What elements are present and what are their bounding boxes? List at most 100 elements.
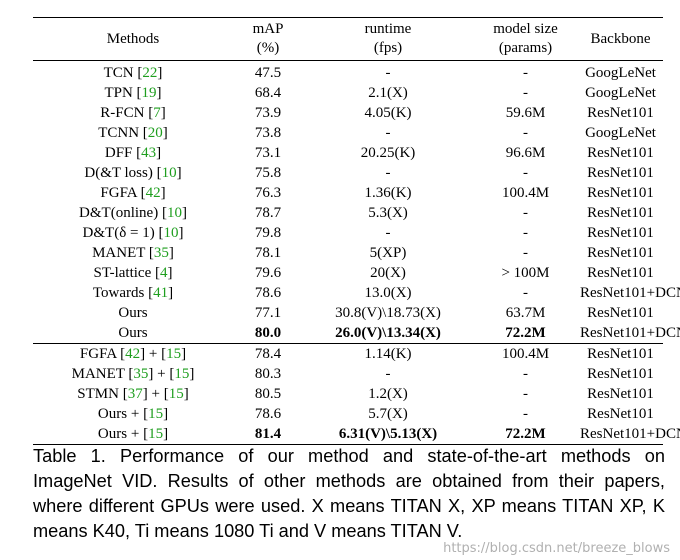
table-row: MANET [35] + [15] 80.3 - - ResNet101 bbox=[33, 364, 663, 384]
backbone-cell: ResNet101 bbox=[578, 263, 663, 283]
runtime-value: - bbox=[385, 225, 391, 241]
map-cell: 80.0 bbox=[233, 323, 303, 344]
table-caption: Table 1. Performance of our method and s… bbox=[33, 446, 665, 541]
method-cell: D(&T loss) [10] bbox=[84, 165, 182, 181]
backbone-value: GoogLeNet bbox=[585, 125, 656, 141]
method-name: FGFA bbox=[79, 346, 117, 362]
citation-link: 15 bbox=[166, 346, 182, 362]
backbone-cell: GoogLeNet bbox=[578, 61, 663, 84]
method-cell: Ours + [15] bbox=[97, 406, 169, 422]
method-cell: D&T(online) [10] bbox=[79, 205, 187, 221]
header-runtime: runtime (fps) bbox=[364, 21, 412, 56]
runtime-value: 1.36(K) bbox=[364, 185, 412, 201]
map-cell: 78.6 bbox=[233, 404, 303, 424]
size-value: 100.4M bbox=[501, 185, 550, 201]
map-cell: 79.6 bbox=[233, 263, 303, 283]
runtime-cell: - bbox=[303, 364, 473, 384]
citation-link: 43 bbox=[141, 145, 157, 161]
header-model-size: model size (params) bbox=[493, 21, 558, 56]
backbone-cell: ResNet101 bbox=[578, 243, 663, 263]
size-value: - bbox=[523, 225, 528, 241]
map-value: 78.1 bbox=[254, 245, 282, 261]
backbone-value: ResNet101 bbox=[587, 225, 654, 241]
backbone-cell: ResNet101 bbox=[578, 404, 663, 424]
size-value: - bbox=[523, 386, 528, 402]
runtime-value: 1.14(K) bbox=[364, 346, 412, 362]
method-cell: R-FCN [7] bbox=[100, 105, 166, 121]
table-row: ST-lattice [4] 79.6 20(X) > 100M ResNet101 bbox=[33, 263, 663, 283]
map-cell: 78.1 bbox=[233, 243, 303, 263]
size-value: - bbox=[523, 65, 528, 81]
map-value: 47.5 bbox=[254, 65, 282, 81]
method-name: D&T(online) bbox=[79, 205, 159, 221]
citation-link: 35 bbox=[153, 245, 169, 261]
citation-link: 22 bbox=[142, 65, 158, 81]
backbone-cell: ResNet101 bbox=[578, 163, 663, 183]
citation-link: 10 bbox=[163, 225, 179, 241]
runtime-value: 30.8(V)\18.73(X) bbox=[335, 305, 441, 321]
backbone-value: ResNet101 bbox=[587, 185, 654, 201]
map-value: 77.1 bbox=[254, 305, 282, 321]
header-backbone: Backbone bbox=[590, 30, 651, 47]
backbone-cell: ResNet101 bbox=[578, 303, 663, 323]
map-cell: 68.4 bbox=[233, 83, 303, 103]
citation-link: 35 bbox=[133, 366, 149, 382]
citation-link: 42 bbox=[145, 185, 161, 201]
runtime-cell: 20.25(K) bbox=[303, 143, 473, 163]
size-cell: 100.4M bbox=[473, 344, 578, 365]
map-value: 73.1 bbox=[254, 145, 282, 161]
backbone-value: ResNet101 bbox=[587, 346, 654, 362]
size-value: 59.6M bbox=[505, 105, 546, 121]
map-cell: 78.4 bbox=[233, 344, 303, 365]
method-cell: D&T(δ = 1) [10] bbox=[82, 225, 184, 241]
size-cell: 72.2M bbox=[473, 323, 578, 344]
backbone-value: ResNet101 bbox=[587, 145, 654, 161]
method-name: Ours bbox=[118, 325, 148, 341]
backbone-value: ResNet101 bbox=[587, 305, 654, 321]
runtime-cell: 1.2(X) bbox=[303, 384, 473, 404]
method-cell: MANET [35] bbox=[92, 245, 174, 261]
runtime-cell: 5(XP) bbox=[303, 243, 473, 263]
size-cell: - bbox=[473, 163, 578, 183]
method-name: Ours bbox=[97, 406, 128, 422]
map-value: 73.9 bbox=[254, 105, 282, 121]
map-value: 80.3 bbox=[254, 366, 282, 382]
map-value: 75.8 bbox=[254, 165, 282, 181]
runtime-value: 13.0(X) bbox=[364, 285, 412, 301]
method-cell: ST-lattice [4] bbox=[93, 265, 173, 281]
size-value: - bbox=[523, 245, 528, 261]
backbone-cell: ResNet101 bbox=[578, 364, 663, 384]
citation-link: 37 bbox=[127, 386, 143, 402]
table-row: MANET [35] 78.1 5(XP) - ResNet101 bbox=[33, 243, 663, 263]
runtime-cell: 13.0(X) bbox=[303, 283, 473, 303]
map-cell: 80.3 bbox=[233, 364, 303, 384]
size-cell: 59.6M bbox=[473, 103, 578, 123]
backbone-value: ResNet101 bbox=[587, 105, 654, 121]
map-value: 80.5 bbox=[254, 386, 282, 402]
size-value: 72.2M bbox=[505, 325, 546, 341]
runtime-value: - bbox=[385, 65, 391, 81]
backbone-cell: ResNet101+DCN bbox=[578, 283, 680, 303]
runtime-cell: - bbox=[303, 223, 473, 243]
map-cell: 78.7 bbox=[233, 203, 303, 223]
method-name: STMN bbox=[77, 386, 119, 402]
size-value: 100.4M bbox=[501, 346, 550, 362]
size-value: 96.6M bbox=[505, 145, 546, 161]
runtime-value: 5.7(X) bbox=[368, 406, 408, 422]
size-cell: - bbox=[473, 223, 578, 243]
backbone-cell: GoogLeNet bbox=[578, 123, 663, 143]
runtime-cell: 4.05(K) bbox=[303, 103, 473, 123]
map-value: 81.4 bbox=[254, 426, 282, 442]
method-name: Ours bbox=[118, 305, 148, 321]
size-cell: - bbox=[473, 404, 578, 424]
map-value: 79.6 bbox=[254, 265, 282, 281]
citation-link: 42 bbox=[125, 346, 141, 362]
map-cell: 81.4 bbox=[233, 424, 303, 445]
runtime-value: 20(X) bbox=[370, 265, 406, 281]
runtime-value: 5.3(X) bbox=[368, 205, 408, 221]
table-group-baselines: TCN [22] 47.5 - - GoogLeNet TPN [19] 68.4 2.1(X… bbox=[33, 61, 680, 344]
table-row: TCN [22] 47.5 - - GoogLeNet bbox=[33, 61, 663, 84]
method-cell: TPN [19] bbox=[104, 85, 162, 101]
table-row: Ours + [15] 78.6 5.7(X) - ResNet101 bbox=[33, 404, 663, 424]
